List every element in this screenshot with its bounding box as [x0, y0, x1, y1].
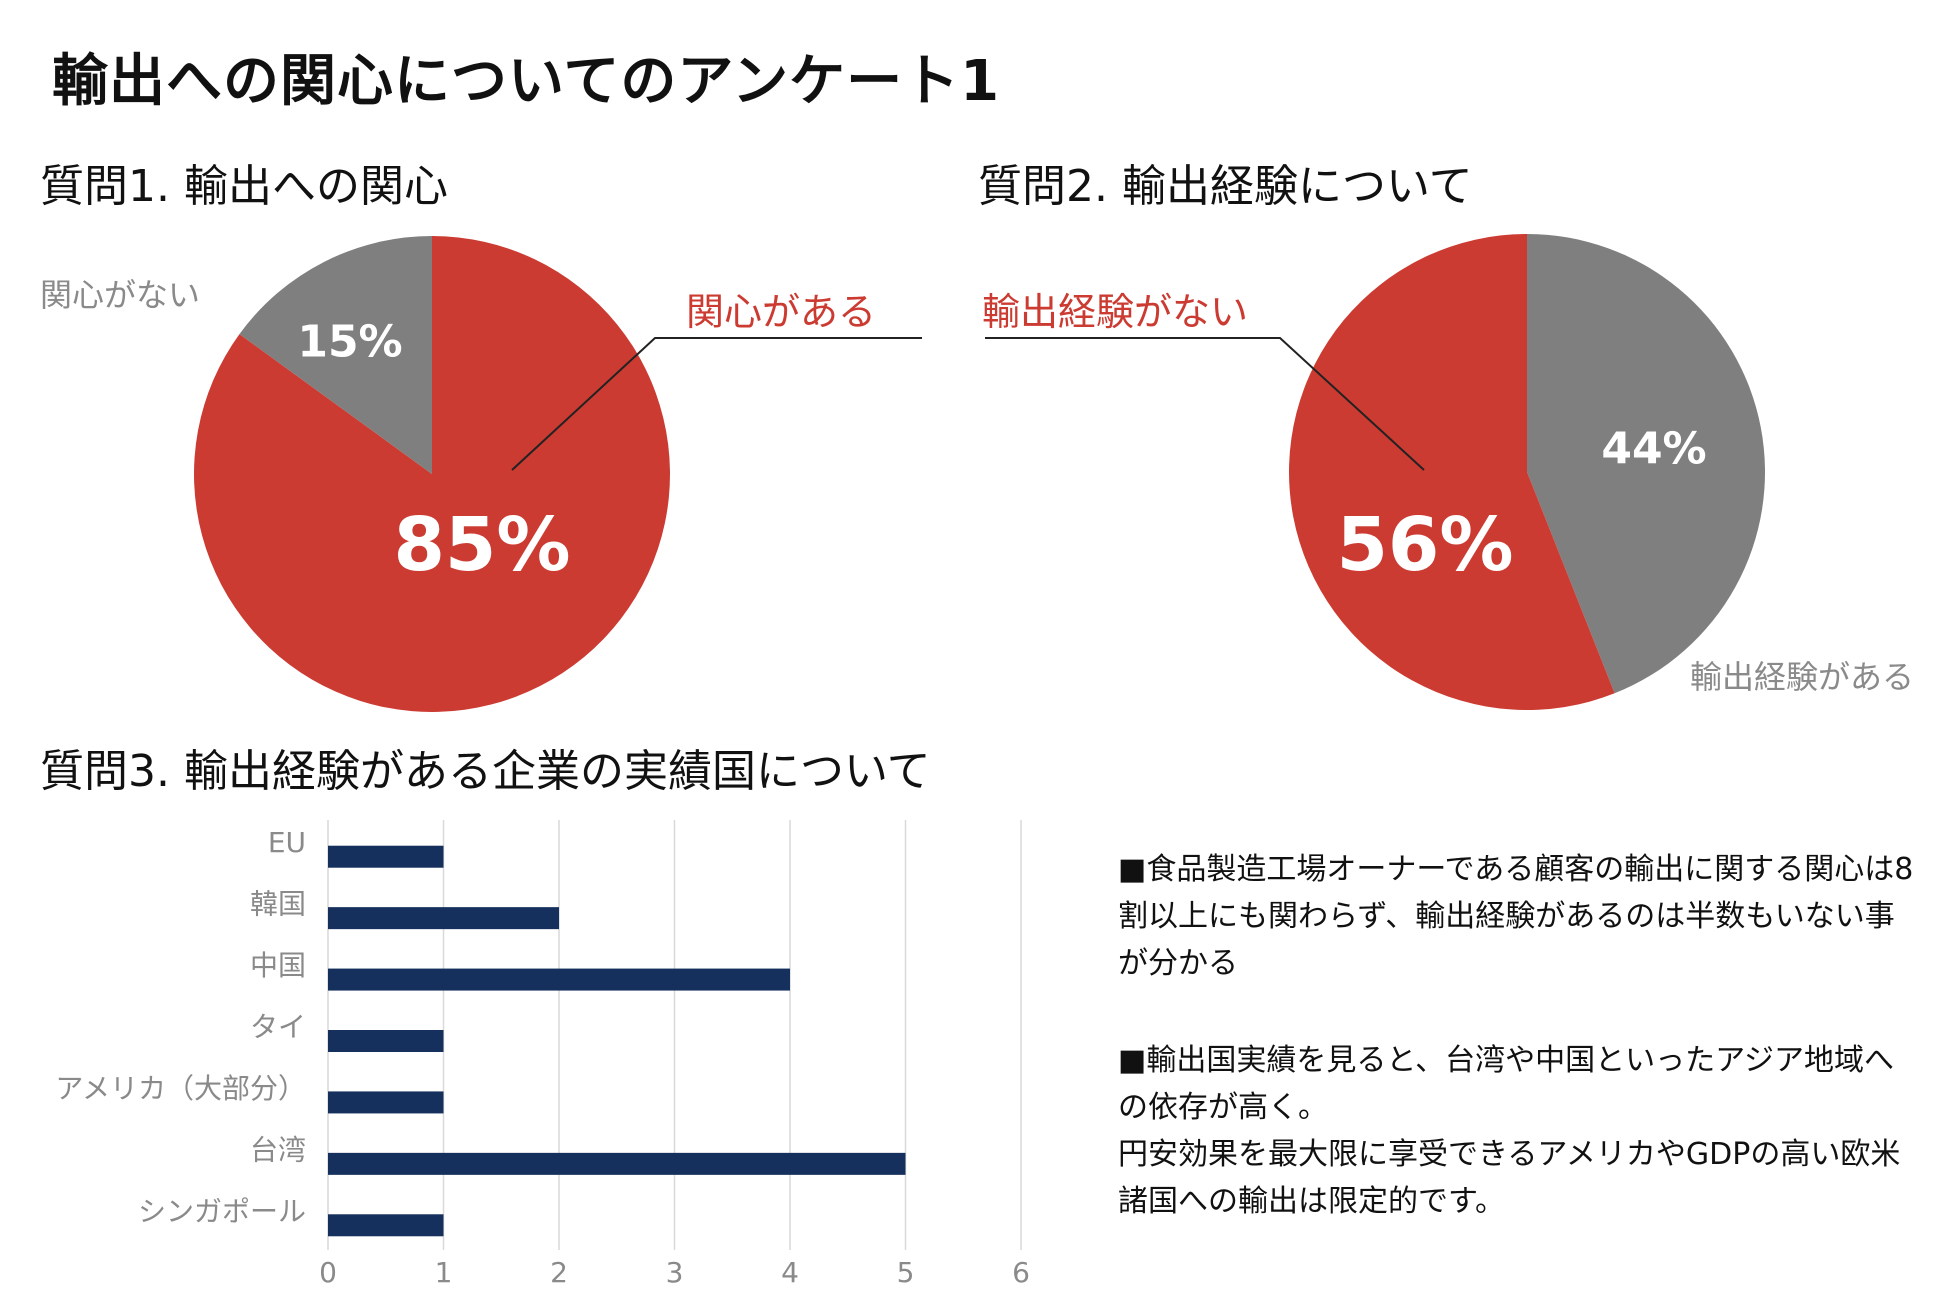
q2-title: 質問2. 輸出経験について: [978, 161, 1473, 212]
x-tick-5: 5: [897, 1256, 915, 1289]
category-label-2: 中国: [250, 949, 306, 982]
bar-6: [328, 1214, 444, 1237]
bar-5: [328, 1152, 906, 1175]
note-paragraph-1: ■食品製造工場オーナーである顧客の輸出に関する関心は8割以上にも関わらず、輸出経…: [1118, 852, 1914, 981]
pie1-percent-0: 85%: [393, 502, 570, 588]
x-tick-2: 2: [550, 1256, 568, 1289]
pie2-label-no-experience: 輸出経験がない: [982, 290, 1249, 334]
category-label-6: シンガポール: [138, 1195, 306, 1228]
bar-0: [328, 845, 444, 868]
pie1-label-interest: 関心がある: [686, 290, 877, 334]
pie1-label-no-interest: 関心がない: [40, 276, 201, 314]
pie1-leader-line: [511, 337, 922, 471]
pie2-percent-0: 44%: [1601, 424, 1706, 475]
bar-4: [328, 1091, 444, 1114]
pie2-percent-1: 56%: [1336, 502, 1513, 588]
x-tick-1: 1: [435, 1256, 453, 1289]
category-label-0: EU: [268, 826, 306, 859]
category-label-1: 韓国: [250, 888, 306, 921]
pie2-slice-1: [1288, 234, 1615, 710]
q3-title: 質問3. 輸出経験がある企業の実績国について: [40, 746, 931, 797]
x-tick-4: 4: [781, 1256, 799, 1289]
category-label-5: 台湾: [250, 1133, 306, 1166]
note-paragraph-3: 円安効果を最大限に享受できるアメリカやGDPの高い欧米諸国への輸出は限定的です。: [1118, 1137, 1901, 1219]
pie2-label-experience: 輸出経験がある: [1690, 658, 1915, 696]
x-tick-0: 0: [319, 1256, 337, 1289]
x-tick-6: 6: [1012, 1256, 1030, 1289]
page-title: 輸出への関心についてのアンケート1: [52, 49, 1001, 114]
bar-3: [328, 1030, 444, 1052]
pie1-slice-0: [193, 236, 671, 713]
bar-2: [328, 968, 790, 991]
bar-1: [328, 907, 559, 930]
pie1-slice-1: [239, 236, 432, 474]
category-label-4: アメリカ（大部分）: [55, 1072, 306, 1105]
category-label-3: タイ: [250, 1011, 306, 1044]
pie2-leader-line: [985, 337, 1425, 471]
q1-title: 質問1. 輸出への関心: [40, 161, 448, 212]
note-paragraph-2: ■輸出国実績を見ると、台湾や中国といったアジア地域への依存が高く。: [1118, 1043, 1894, 1125]
x-tick-3: 3: [666, 1256, 684, 1289]
pie1-percent-1: 15%: [297, 317, 402, 368]
pie2-slice-0: [1527, 234, 1765, 694]
